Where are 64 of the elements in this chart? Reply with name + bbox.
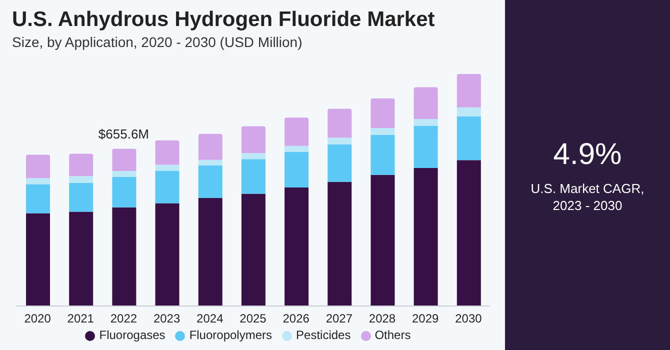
bar [370, 135, 395, 175]
bar [328, 138, 352, 145]
legend-label: Pesticides [296, 328, 351, 342]
bar [284, 152, 309, 188]
x-tick-label: 2024 [196, 312, 224, 326]
bar [155, 203, 180, 306]
x-tick-label: 2030 [455, 312, 482, 326]
bar [26, 178, 50, 184]
bar [69, 183, 94, 212]
bar [456, 74, 481, 108]
bar [414, 87, 438, 120]
bar [112, 207, 136, 306]
bar [241, 159, 266, 194]
x-tick-label: 2026 [282, 312, 310, 326]
chart-subtitle: Size, by Application, 2020 - 2030 (USD Million) [12, 34, 304, 50]
bar [198, 165, 222, 198]
bar [370, 174, 395, 306]
bar [456, 160, 481, 306]
bar [241, 194, 266, 306]
bar [456, 116, 481, 160]
x-tick-label: 2023 [153, 312, 180, 326]
bar [241, 126, 266, 154]
bar [370, 98, 395, 128]
bar [414, 126, 438, 168]
bar [69, 212, 94, 306]
bar [241, 153, 266, 160]
x-tick-label: 2020 [24, 312, 52, 326]
annotation: $655.6M [98, 126, 150, 142]
bar [26, 154, 50, 178]
x-tick-label: 2028 [368, 312, 396, 326]
bar [112, 170, 136, 178]
x-tick-label: 2021 [67, 312, 94, 326]
chart-title: U.S. Anhydrous Hydrogen Fluoride Market [12, 8, 436, 32]
bar [155, 164, 180, 171]
legend-label: Fluoropolymers [189, 328, 272, 342]
bar [284, 118, 309, 146]
bar [69, 176, 94, 184]
text: U.S. Market CAGR, 2023 - 2030 [530, 180, 646, 214]
x-tick-label: 2027 [326, 312, 353, 326]
legend-label: Others [374, 328, 411, 342]
bar [198, 198, 222, 306]
bar [69, 154, 94, 176]
bar [456, 107, 481, 116]
bar [414, 168, 438, 306]
bar [414, 119, 438, 126]
bar [198, 160, 222, 166]
bar [370, 128, 395, 136]
text: 4.9% [552, 138, 623, 172]
bar [284, 146, 309, 152]
bar [112, 177, 136, 208]
bar [155, 140, 180, 165]
bar [155, 170, 180, 204]
x-tick-label: 2029 [412, 312, 440, 326]
bar [328, 182, 352, 306]
bar [26, 184, 50, 214]
bar [328, 144, 352, 182]
bar [284, 187, 309, 306]
bar [112, 148, 136, 171]
x-tick-label: 2022 [110, 312, 138, 326]
bar [328, 108, 352, 138]
bar [26, 213, 50, 306]
x-tick-label: 2025 [240, 312, 267, 326]
legend-label: Fluorogases [99, 328, 166, 342]
bar [198, 134, 222, 160]
